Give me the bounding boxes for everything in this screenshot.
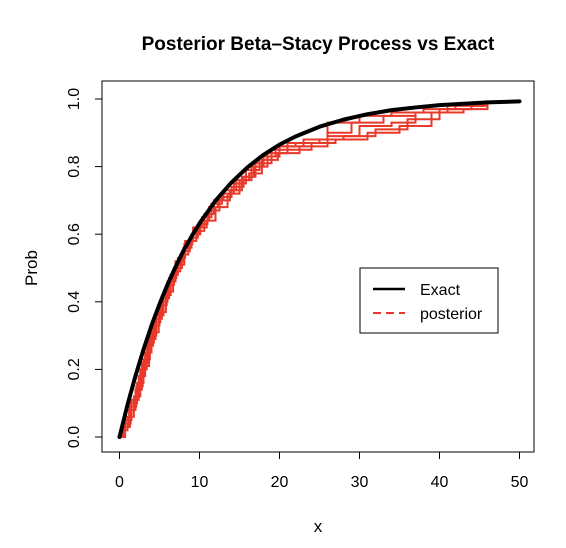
x-tick-label-0: 0 (115, 474, 124, 491)
x-axis: 0 10 20 30 40 50 (115, 452, 528, 491)
chart-title: Posterior Beta–Stacy Process vs Exact (142, 34, 495, 55)
y-tick-label-2: 0.4 (66, 291, 83, 313)
x-tick-label-2: 20 (271, 474, 289, 491)
x-axis-label: x (314, 517, 323, 536)
y-axis: 0.0 0.2 0.4 0.6 0.8 1.0 (66, 88, 102, 448)
x-ticks: 0 10 20 30 40 50 (115, 452, 528, 491)
x-tick-label-4: 40 (431, 474, 449, 491)
y-ticks: 0.0 0.2 0.4 0.6 0.8 1.0 (66, 88, 102, 448)
plot-area-border (102, 81, 534, 452)
legend-label-exact: Exact (420, 282, 461, 299)
y-axis-label: Prob (22, 250, 41, 286)
y-tick-label-1: 0.2 (66, 358, 83, 380)
legend-label-posterior: posterior (420, 306, 483, 323)
y-tick-label-3: 0.6 (66, 223, 83, 245)
y-tick-label-4: 0.8 (66, 155, 83, 177)
legend: Exact posterior (360, 268, 498, 333)
y-tick-label-5: 1.0 (66, 88, 83, 110)
legend-box (360, 268, 498, 333)
x-tick-label-3: 30 (351, 474, 369, 491)
y-tick-label-0: 0.0 (66, 426, 83, 448)
x-tick-label-1: 10 (191, 474, 209, 491)
x-tick-label-5: 50 (511, 474, 529, 491)
